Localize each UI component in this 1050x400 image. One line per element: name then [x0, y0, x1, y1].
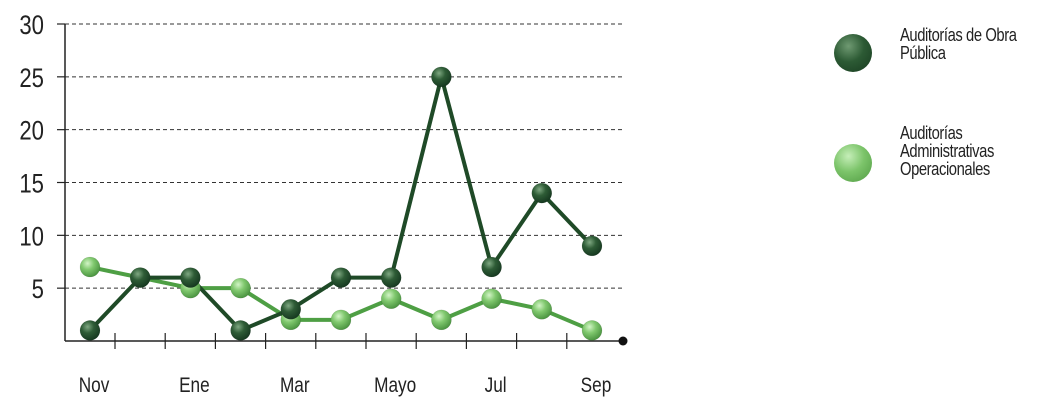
- data-point-series-0: [380, 267, 402, 288]
- data-point-series-1: [79, 256, 101, 278]
- x-tick-label: Sep: [581, 375, 612, 398]
- y-tick-label: 15: [19, 170, 44, 200]
- x-tick-label: Jul: [485, 375, 507, 398]
- legend-item-administrativas: Auditorías Administrativas Operacionales: [830, 124, 1050, 204]
- data-point-series-0: [581, 235, 603, 257]
- data-point-series-0: [330, 267, 352, 288]
- y-tick-label: 20: [19, 117, 44, 147]
- data-point-series-0: [230, 320, 251, 341]
- data-point-series-1: [581, 320, 603, 341]
- legend: Auditorías de Obra Pública Auditorías Ad…: [830, 26, 1050, 222]
- data-point-series-1: [431, 309, 452, 331]
- data-point-series-1: [230, 277, 251, 299]
- y-tick-label: 25: [19, 64, 44, 94]
- y-tick-label: 5: [32, 275, 44, 305]
- y-tick-label: 10: [19, 222, 44, 252]
- x-tick-label: Mayo: [374, 375, 416, 398]
- legend-marker-icon: [834, 144, 872, 182]
- legend-marker-icon: [834, 34, 872, 72]
- data-point-series-0: [79, 320, 101, 341]
- data-point-series-1: [531, 299, 553, 320]
- data-point-series-0: [481, 256, 502, 278]
- legend-label: Auditorías Administrativas Operacionales: [900, 123, 994, 179]
- data-point-series-0: [531, 182, 553, 204]
- legend-label: Auditorías de Obra Pública: [900, 25, 1017, 63]
- data-point-series-0: [129, 267, 151, 288]
- line-chart: 5 10 15 20 25 30 Nov Ene Mar Mayo Jul Sep: [19, 11, 628, 398]
- data-point-series-1: [380, 288, 402, 309]
- x-tick-label: Ene: [179, 375, 210, 398]
- data-point-series-0: [431, 66, 452, 88]
- y-tick-label: 30: [19, 11, 44, 41]
- data-point-series-1: [481, 288, 502, 309]
- x-axis-end-dot: [618, 336, 628, 346]
- x-tick-label: Nov: [79, 375, 110, 398]
- legend-item-obra-publica: Auditorías de Obra Pública: [830, 26, 1050, 106]
- series-line-0: [88, 74, 594, 333]
- data-point-series-0: [280, 299, 302, 320]
- data-point-series-0: [180, 267, 201, 288]
- data-point-series-1: [330, 309, 352, 331]
- x-tick-label: Mar: [280, 375, 310, 398]
